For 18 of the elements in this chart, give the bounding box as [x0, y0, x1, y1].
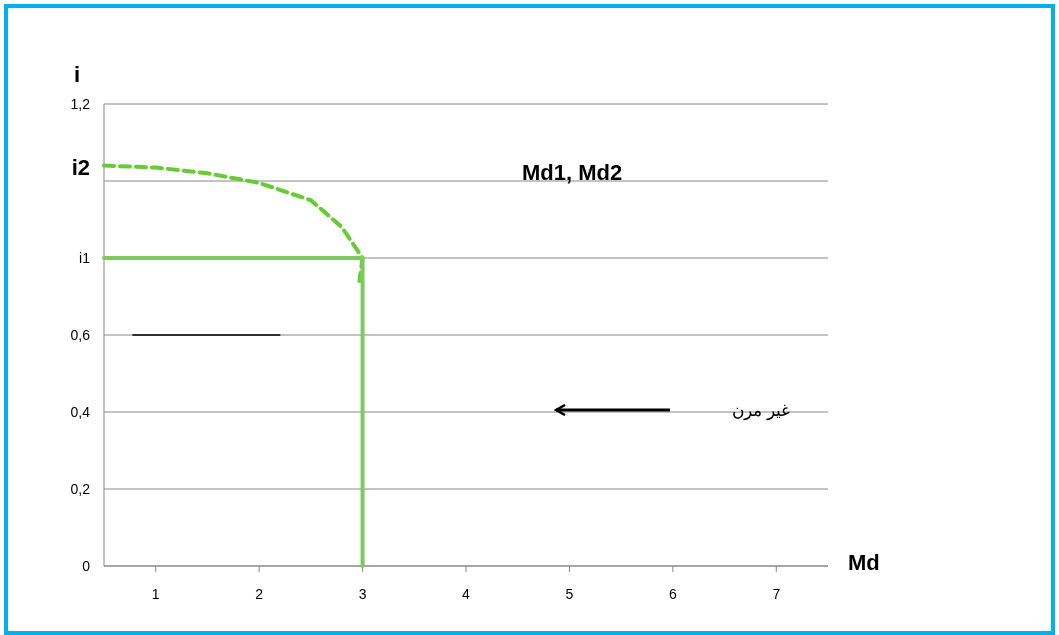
x-tick-label: 7 [772, 586, 781, 602]
x-axis-title: Md [848, 550, 880, 575]
y-tick-label: 1,2 [70, 96, 91, 112]
x-tick-label: 1 [151, 586, 160, 602]
x-tick-label: 5 [565, 586, 574, 602]
y-tick-label: i1 [79, 250, 91, 266]
y-tick-label: 0,2 [70, 481, 91, 497]
annotation: Md1, Md2 [522, 160, 623, 185]
y-tick-label: 0,4 [70, 404, 91, 420]
y-tick-label: 0 [82, 558, 91, 574]
x-tick-label: 4 [462, 586, 471, 602]
y-tick-label: 0,6 [70, 327, 91, 343]
x-tick-label: 6 [668, 586, 677, 602]
y-axis-title: i [74, 62, 81, 87]
x-tick-label: 3 [358, 586, 367, 602]
text: i2 [71, 155, 90, 180]
annotation: غير مرن [732, 401, 790, 421]
x-tick-label: 2 [255, 586, 264, 602]
